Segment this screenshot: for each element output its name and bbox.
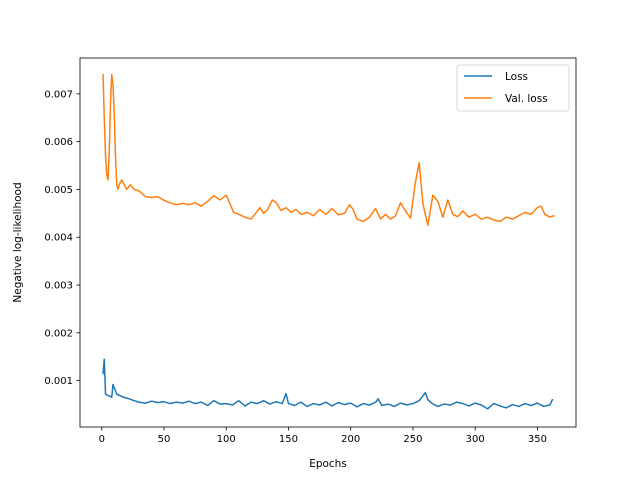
y-tick-label: 0.002 bbox=[44, 328, 73, 339]
series-lines bbox=[102, 73, 555, 410]
y-tick-label: 0.006 bbox=[44, 137, 73, 148]
y-tick-label: 0.003 bbox=[44, 281, 73, 292]
legend-label-val-loss: Val. loss bbox=[505, 93, 548, 105]
x-tick-label: 300 bbox=[466, 434, 485, 445]
x-tick-label: 0 bbox=[99, 434, 105, 445]
y-tick-label: 0.005 bbox=[44, 185, 73, 196]
y-axis: 0.001 0.002 0.003 0.004 0.005 0.006 0.007 bbox=[44, 89, 80, 387]
x-axis-label: Epochs bbox=[309, 458, 347, 470]
x-tick-label: 350 bbox=[528, 434, 547, 445]
y-tick-label: 0.004 bbox=[44, 233, 73, 244]
legend: Loss Val. loss bbox=[456, 64, 570, 112]
y-axis-label: Negative log-likelihood bbox=[12, 182, 24, 302]
series-line-loss bbox=[102, 358, 554, 410]
legend-label-loss: Loss bbox=[505, 71, 528, 83]
x-tick-label: 50 bbox=[158, 434, 171, 445]
x-tick-label: 200 bbox=[341, 434, 360, 445]
y-tick-label: 0.007 bbox=[44, 89, 73, 100]
x-tick-label: 100 bbox=[217, 434, 236, 445]
plot-frame bbox=[79, 57, 577, 428]
x-tick-label: 150 bbox=[279, 434, 298, 445]
x-axis: 0 50 100 150 200 250 300 350 bbox=[99, 427, 547, 445]
y-tick-label: 0.001 bbox=[44, 376, 73, 387]
series-line-val-loss bbox=[102, 73, 555, 227]
x-tick-label: 250 bbox=[403, 434, 422, 445]
